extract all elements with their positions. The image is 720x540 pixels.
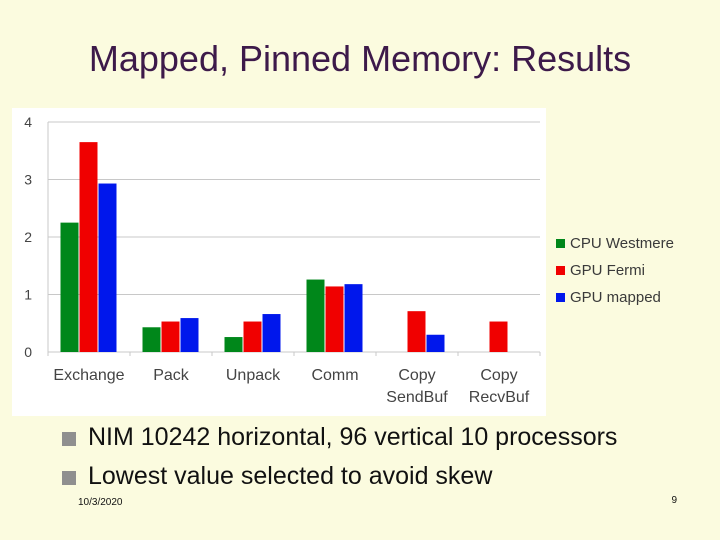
- chart-legend: CPU Westmere GPU Fermi GPU mapped: [556, 230, 674, 311]
- legend-swatch-gpu-mapped: [556, 293, 565, 302]
- bar: [79, 142, 98, 352]
- bar-chart: 0 1 2 3 4 Exchange Pack Unpack Comm Copy SendBuf Co…: [24, 114, 541, 406]
- x-tick-label: Copy: [480, 367, 517, 384]
- x-tick-label: RecvBuf: [469, 389, 530, 406]
- bar: [161, 321, 180, 352]
- bar: [306, 279, 325, 352]
- bar: [224, 337, 243, 352]
- x-tick-label: Comm: [311, 367, 358, 384]
- bar: [180, 318, 199, 352]
- chart-panel: 0 1 2 3 4 Exchange Pack Unpack Comm Copy SendBuf Co…: [12, 108, 546, 416]
- slide-title: Mapped, Pinned Memory: Results: [88, 38, 632, 79]
- legend-item-gpu-mapped: GPU mapped: [556, 284, 674, 311]
- bullet-text: NIM 10242 horizontal, 96 vertical 10 pro…: [88, 423, 618, 451]
- footer-date: 10/3/2020: [78, 497, 123, 508]
- legend-item-gpu-fermi: GPU Fermi: [556, 257, 674, 284]
- y-tick-label: 3: [24, 172, 32, 188]
- bar: [426, 334, 445, 352]
- legend-item-cpu-westmere: CPU Westmere: [556, 230, 674, 257]
- bullet-square-icon: [62, 470, 76, 485]
- y-tick-label: 0: [24, 344, 32, 360]
- bar: [344, 284, 363, 352]
- bullet-square-icon: [62, 431, 76, 446]
- bullet-text: Lowest value selected to avoid skew: [88, 462, 493, 490]
- legend-label-cpu-westmere: CPU Westmere: [570, 235, 674, 252]
- y-tick-label: 2: [24, 229, 32, 245]
- bar: [142, 327, 161, 352]
- y-tick-label: 1: [24, 287, 32, 303]
- bullet-list: NIM 10242 horizontal, 96 vertical 10 pro…: [62, 418, 617, 496]
- bullet-item: NIM 10242 horizontal, 96 vertical 10 pro…: [62, 418, 617, 457]
- legend-label-gpu-fermi: GPU Fermi: [570, 262, 645, 279]
- legend-swatch-gpu-fermi: [556, 266, 565, 275]
- x-tick-label: Pack: [153, 367, 190, 384]
- legend-swatch-cpu-westmere: [556, 239, 565, 248]
- y-tick-label: 4: [24, 114, 32, 130]
- bar: [60, 222, 79, 352]
- bullet-item: Lowest value selected to avoid skew: [62, 457, 617, 496]
- bar: [407, 311, 426, 352]
- legend-label-gpu-mapped: GPU mapped: [570, 289, 661, 306]
- page-number: 9: [671, 495, 677, 506]
- bar: [325, 286, 344, 352]
- bar: [98, 183, 117, 352]
- bar: [243, 321, 262, 352]
- x-tick-label: Exchange: [53, 367, 124, 384]
- bar: [262, 314, 281, 352]
- bar: [489, 321, 508, 352]
- x-tick-label: Copy: [398, 367, 435, 384]
- x-tick-label: Unpack: [226, 367, 281, 384]
- x-tick-label: SendBuf: [386, 389, 448, 406]
